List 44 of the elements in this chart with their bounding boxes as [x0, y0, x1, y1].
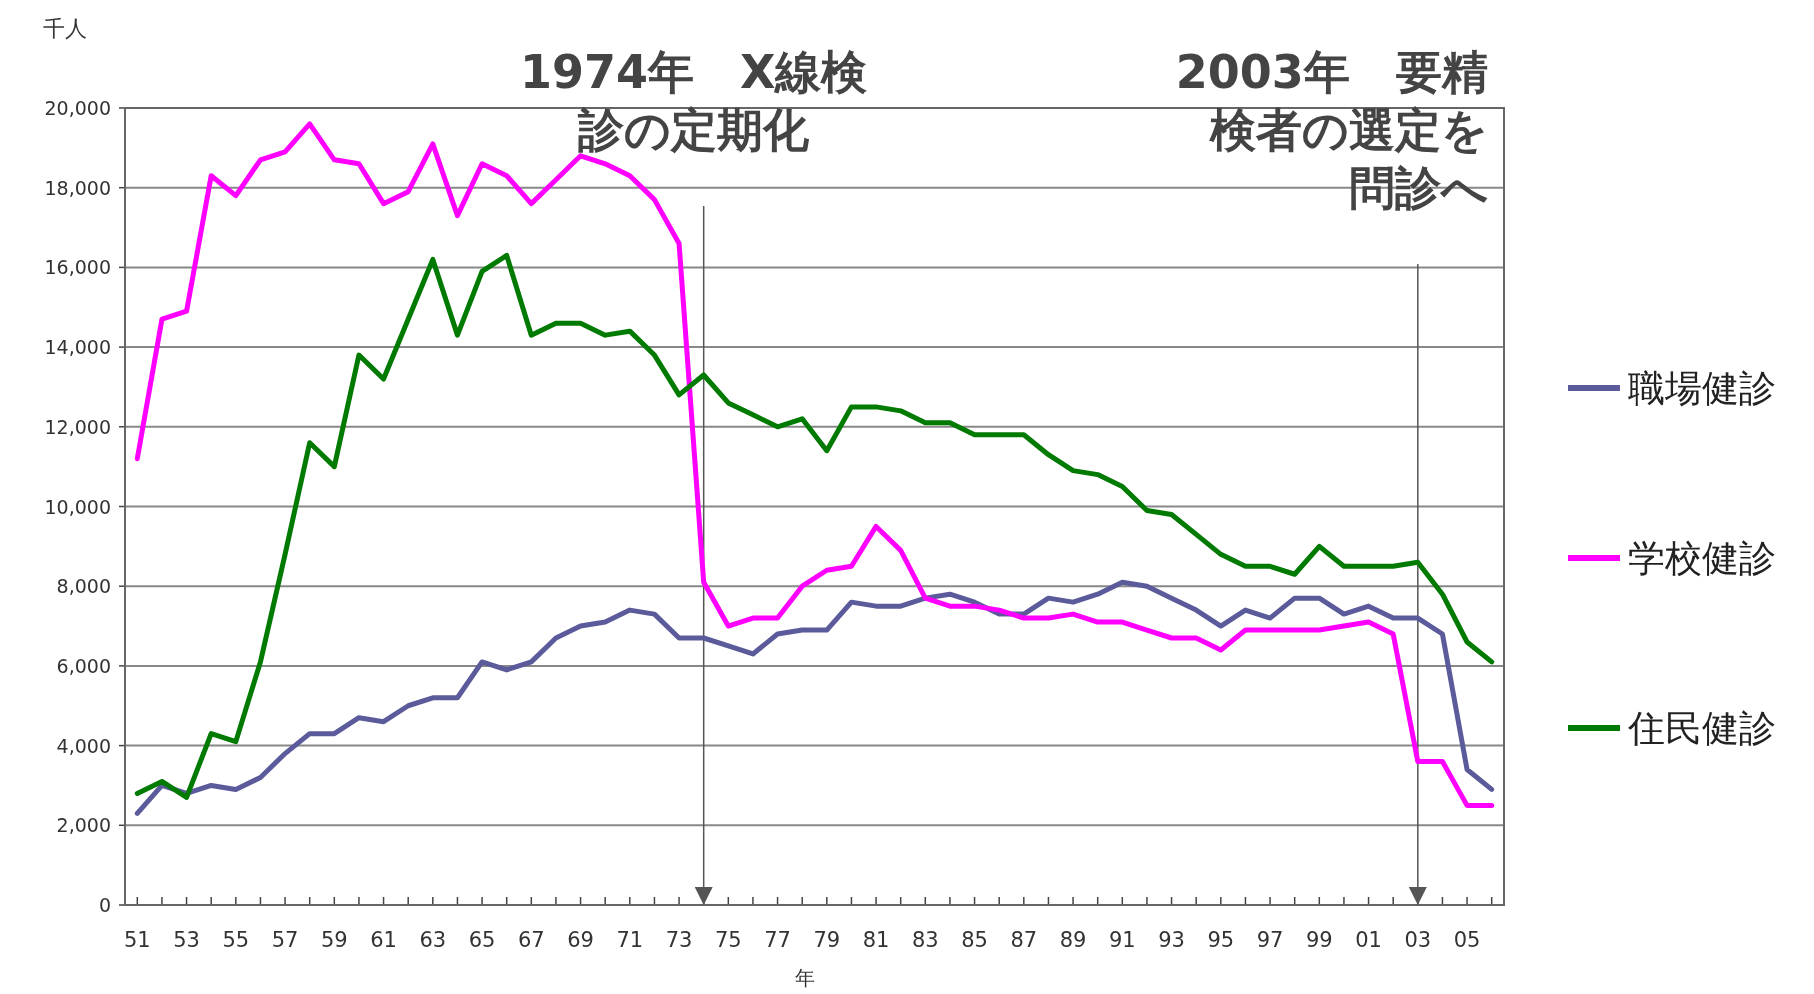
y-tick-label: 14,000 — [44, 336, 111, 359]
x-tick-label: 01 — [1355, 928, 1382, 952]
x-axis-title: 年 — [794, 966, 815, 990]
x-tick-label: 65 — [468, 928, 496, 952]
x-tick-label: 69 — [567, 928, 594, 952]
legend-label: 職場健診 — [1628, 367, 1776, 410]
x-tick-label: 95 — [1207, 928, 1235, 952]
x-tick-label: 71 — [616, 928, 644, 952]
x-tick-label: 63 — [419, 928, 447, 952]
x-tick-label: 53 — [173, 928, 200, 952]
x-tick-label: 67 — [517, 928, 545, 952]
y-tick-label: 4,000 — [56, 734, 111, 757]
x-tick-label: 83 — [911, 928, 939, 952]
y-tick-label: 18,000 — [44, 176, 111, 199]
y-tick-label: 16,000 — [44, 256, 111, 279]
x-tick-label: 93 — [1158, 928, 1185, 952]
y-axis-title: 千人 — [43, 16, 87, 41]
x-tick-label: 77 — [764, 928, 791, 952]
x-tick-label: 51 — [123, 928, 151, 952]
x-tick-label: 57 — [271, 928, 299, 952]
x-tick-label: 91 — [1108, 928, 1136, 952]
y-tick-label: 6,000 — [56, 654, 111, 677]
x-tick-label: 99 — [1305, 928, 1333, 952]
x-tick-label: 61 — [370, 928, 397, 952]
x-tick-label: 85 — [961, 928, 988, 952]
y-tick-label: 0 — [98, 894, 111, 916]
x-tick-label: 59 — [320, 928, 348, 952]
y-tick-label: 20,000 — [44, 97, 111, 119]
x-tick-label: 75 — [714, 928, 742, 952]
x-tick-label: 73 — [665, 928, 693, 952]
x-tick-label: 97 — [1256, 928, 1284, 952]
x-tick-label: 81 — [862, 928, 890, 952]
x-tick-label: 05 — [1453, 928, 1481, 952]
legend-label: 学校健診 — [1628, 537, 1776, 580]
y-tick-label: 10,000 — [44, 495, 111, 518]
x-tick-label: 03 — [1404, 928, 1432, 952]
x-tick-label: 55 — [222, 928, 250, 952]
x-tick-label: 79 — [813, 928, 841, 952]
legend-label: 住民健診 — [1627, 707, 1776, 750]
y-tick-label: 12,000 — [44, 415, 111, 438]
y-tick-label: 8,000 — [56, 575, 111, 598]
x-tick-label: 89 — [1059, 928, 1087, 952]
x-tick-label: 87 — [1010, 928, 1038, 952]
y-tick-label: 2,000 — [56, 814, 111, 837]
